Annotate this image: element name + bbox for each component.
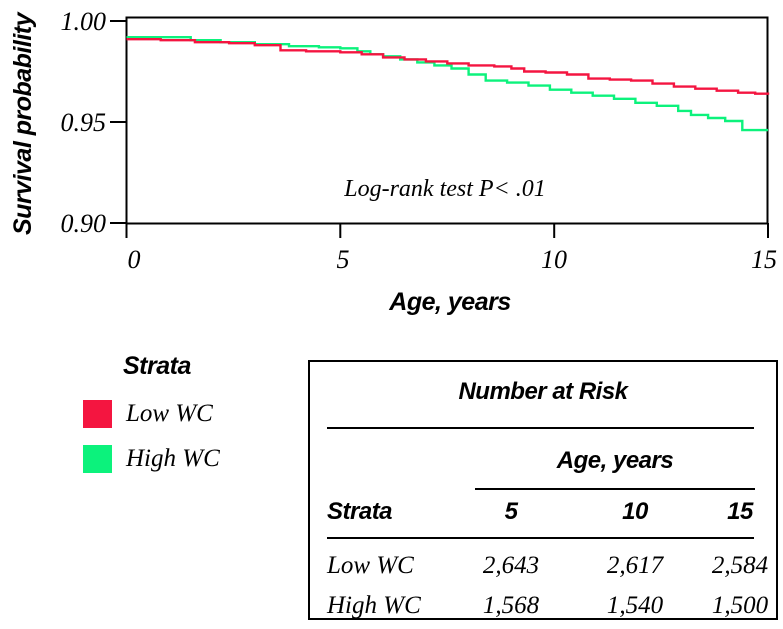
survival-curves — [126, 36, 770, 132]
survival-curve-high-wc — [126, 36, 768, 132]
age-group-header: Age, years — [556, 447, 674, 474]
risk-table-title: Number at Risk — [458, 378, 628, 405]
km-plot: 1.00 0.95 0.90 0 5 10 15 Age, years Surv… — [9, 7, 777, 316]
table-rule — [327, 427, 754, 429]
risk-value: 1,500 — [711, 592, 769, 619]
risk-value: 2,584 — [711, 552, 769, 579]
low-wc-color-swatch — [83, 400, 112, 428]
column-header: 10 — [622, 498, 648, 525]
y-axis-title: Survival probability — [9, 11, 37, 235]
legend-item-low-wc: Low WC — [83, 400, 213, 428]
row-label: Low WC — [327, 552, 414, 579]
high-wc-color-swatch — [83, 445, 112, 473]
risk-value: 2,617 — [606, 552, 664, 579]
legend-title: Strata — [123, 352, 191, 380]
risk-value: 2,643 — [482, 552, 540, 579]
y-tick-label: 1.00 — [61, 7, 107, 36]
row-label: High WC — [327, 592, 421, 619]
x-tick-label: 5 — [337, 245, 350, 274]
risk-value: 1,540 — [606, 592, 664, 619]
column-header: 15 — [727, 498, 753, 525]
y-tick-label: 0.95 — [61, 108, 107, 137]
legend-item-high-wc: High WC — [83, 445, 220, 473]
column-header: 5 — [504, 498, 518, 525]
plot-frame — [125, 16, 769, 225]
legend: Strata Low WC High WC — [83, 352, 303, 473]
number-at-risk-table: Number at Risk Age, years Strata 5 10 15… — [308, 360, 778, 620]
x-axis-title: Age, years — [388, 288, 511, 316]
strata-header: Strata — [327, 498, 393, 525]
x-tick-label: 15 — [751, 245, 777, 274]
survival-curve-low-wc — [126, 38, 770, 95]
x-tick-label: 10 — [541, 245, 567, 274]
log-rank-annotation: Log-rank test P< .01 — [343, 176, 546, 202]
y-tick-label: 0.90 — [61, 209, 107, 238]
table-rule — [475, 488, 755, 490]
table-rule — [327, 537, 754, 539]
risk-value: 1,568 — [482, 592, 540, 619]
x-tick-label: 0 — [128, 245, 141, 274]
legend-item-label: Low WC — [126, 400, 213, 427]
legend-item-label: High WC — [126, 445, 220, 472]
